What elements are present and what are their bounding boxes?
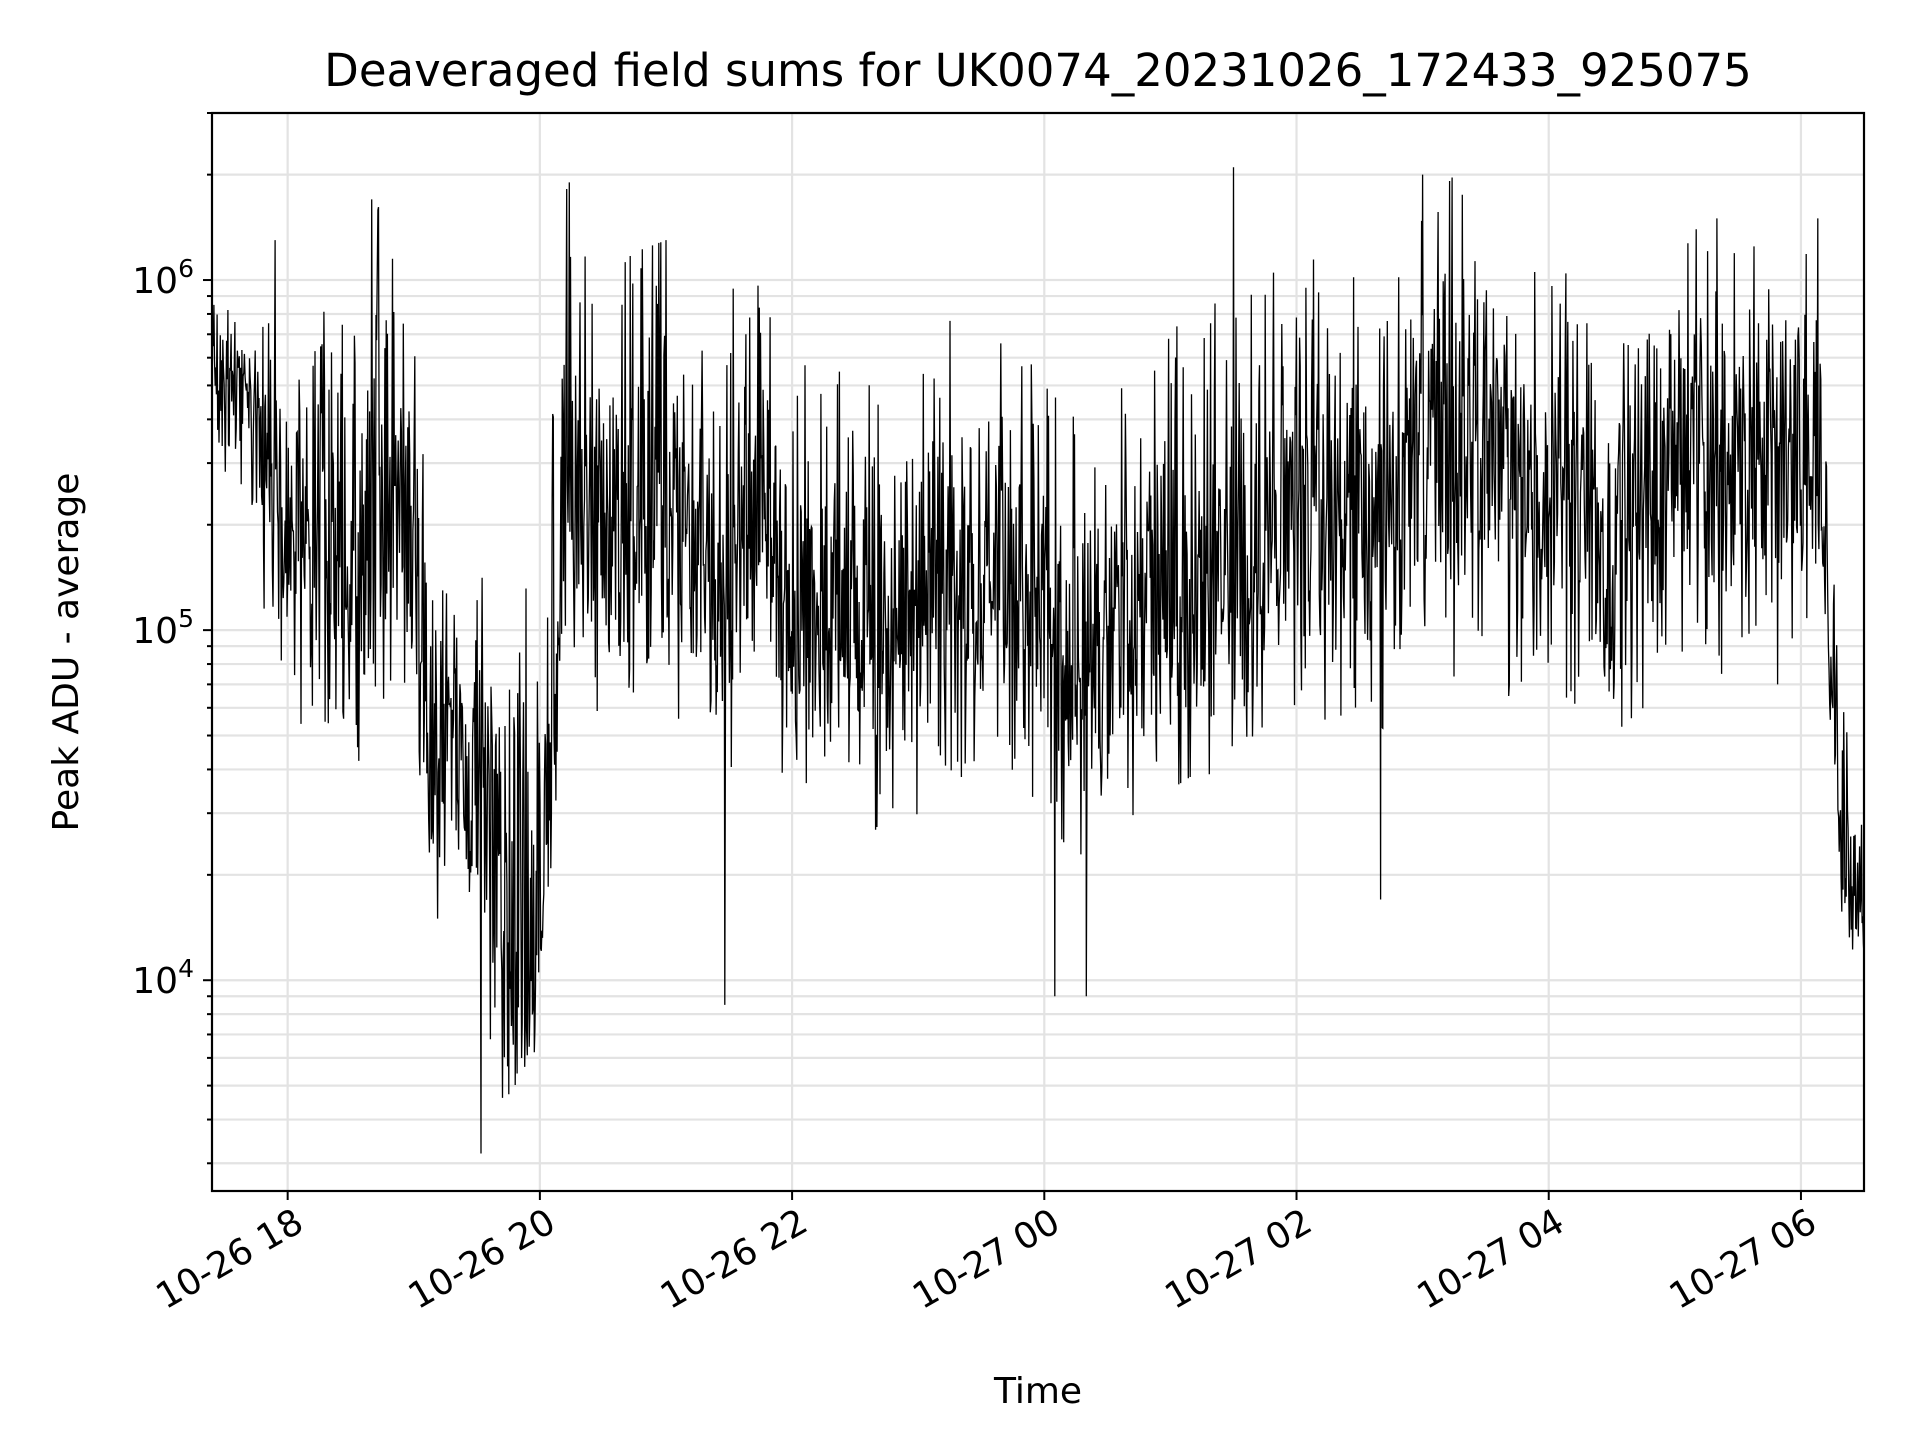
y-tick-label: 104 (132, 954, 194, 1002)
y-tick-label-base: 10 (132, 611, 178, 652)
x-axis-label: Time (993, 1371, 1082, 1412)
y-axis-label: Peak ADU - average (46, 473, 87, 832)
chart-title: Deaveraged field sums for UK0074_2023102… (324, 44, 1752, 97)
plot-frame (210, 111, 1866, 1193)
series-layer (211, 167, 1865, 1154)
y-tick-label-exponent: 5 (178, 604, 194, 633)
y-tick-label-exponent: 4 (178, 954, 194, 983)
y-tick-label-base: 10 (132, 961, 178, 1002)
y-tick-label: 106 (132, 254, 194, 302)
y-tick-label: 105 (132, 604, 194, 652)
series-line (211, 167, 1865, 1154)
y-tick-label-base: 10 (132, 261, 178, 302)
y-tick-label-exponent: 6 (178, 254, 194, 283)
